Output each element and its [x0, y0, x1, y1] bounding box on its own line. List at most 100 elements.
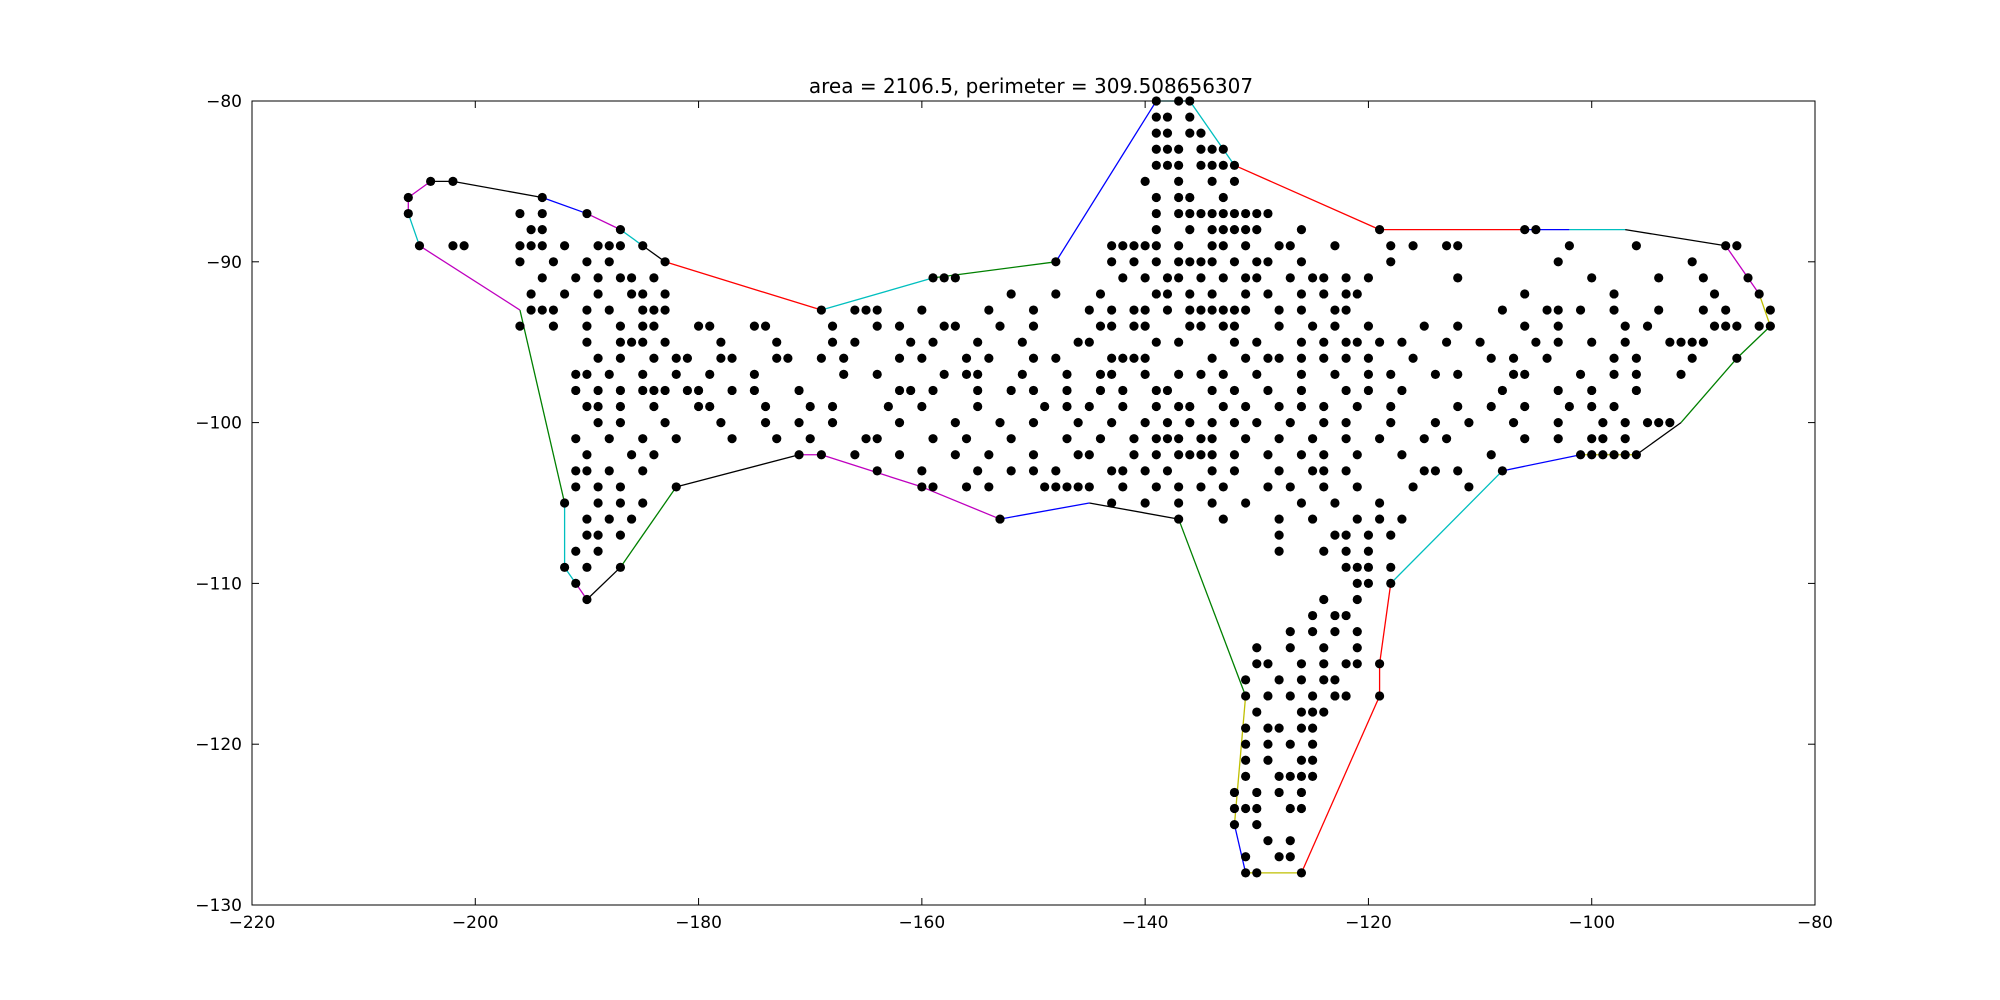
data-point — [1587, 337, 1597, 347]
data-point — [1174, 176, 1184, 186]
data-point — [727, 385, 737, 396]
data-point — [1207, 466, 1217, 476]
data-point — [693, 401, 704, 412]
data-point — [928, 482, 938, 492]
data-point — [1241, 803, 1251, 814]
data-point — [1252, 257, 1262, 267]
data-point — [1162, 385, 1173, 396]
hull-segment — [419, 245, 521, 311]
data-point — [649, 321, 659, 331]
hull-segment — [1300, 695, 1381, 874]
data-point — [1609, 450, 1619, 460]
plot-area — [403, 96, 1775, 878]
data-point — [1430, 369, 1441, 379]
data-point — [649, 450, 659, 460]
data-point — [1732, 241, 1742, 251]
data-point — [1107, 241, 1117, 251]
data-point — [1732, 321, 1742, 331]
data-point — [1285, 771, 1295, 781]
data-point — [1330, 530, 1340, 540]
hull-segment — [1189, 100, 1235, 166]
data-point — [1129, 257, 1139, 267]
data-point — [1296, 305, 1307, 315]
data-point — [1185, 321, 1195, 331]
data-point — [1162, 289, 1173, 299]
data-point — [1207, 353, 1217, 363]
data-point — [593, 546, 603, 556]
data-point — [1140, 466, 1150, 476]
hull-segment — [586, 212, 621, 231]
data-point — [1676, 337, 1686, 347]
data-point — [1051, 257, 1061, 267]
data-point — [1341, 337, 1351, 347]
data-point — [984, 353, 994, 363]
data-point — [1196, 321, 1206, 331]
data-point — [1520, 289, 1530, 299]
data-point — [1174, 208, 1184, 219]
data-point — [984, 482, 994, 492]
data-point — [1308, 627, 1318, 637]
data-point — [1218, 305, 1228, 315]
data-point — [1252, 659, 1262, 669]
data-point — [1743, 273, 1753, 283]
data-point — [1296, 257, 1307, 267]
data-point — [604, 369, 614, 379]
data-point — [1241, 675, 1251, 685]
data-point — [1374, 225, 1385, 235]
data-point — [1207, 385, 1217, 396]
data-point — [1107, 257, 1117, 267]
data-point — [1352, 401, 1362, 412]
data-point — [995, 321, 1005, 331]
data-point — [515, 208, 525, 219]
data-point — [1229, 176, 1240, 186]
data-point — [1330, 627, 1340, 637]
data-point — [1107, 418, 1117, 428]
data-point — [526, 225, 536, 235]
data-point — [571, 385, 581, 396]
hull-segment — [821, 277, 934, 311]
data-point — [1229, 820, 1240, 830]
data-point — [448, 241, 458, 251]
data-point — [1196, 482, 1206, 492]
data-point — [1140, 353, 1150, 363]
data-point — [1631, 241, 1641, 251]
data-point — [1051, 289, 1061, 299]
data-point — [1095, 289, 1106, 299]
data-point — [1028, 305, 1039, 315]
data-point — [1207, 144, 1217, 154]
data-point — [615, 225, 626, 235]
data-point — [1285, 691, 1295, 701]
data-point — [1218, 192, 1228, 203]
data-point — [1654, 418, 1664, 428]
data-point — [1263, 482, 1273, 492]
data-point — [1263, 208, 1273, 219]
data-point — [1754, 289, 1764, 299]
data-point — [1553, 434, 1563, 444]
hull-segment — [1178, 518, 1247, 697]
hull-segment — [821, 454, 923, 488]
data-point — [1308, 466, 1318, 476]
hull-segment — [1625, 228, 1726, 247]
data-point — [950, 273, 960, 283]
hull-segment — [519, 309, 566, 504]
data-point — [1352, 514, 1362, 524]
data-point — [1218, 160, 1228, 170]
data-point — [1609, 305, 1619, 315]
data-point — [1185, 305, 1195, 315]
data-point — [1196, 160, 1206, 170]
hull-segment — [619, 486, 677, 568]
data-point — [827, 401, 838, 412]
data-point — [1174, 514, 1184, 524]
data-point — [1174, 434, 1184, 444]
data-point — [727, 353, 737, 363]
data-point — [1296, 450, 1307, 460]
data-point — [1017, 337, 1027, 347]
data-point — [805, 434, 815, 444]
data-point — [1296, 401, 1307, 412]
y-tick-label: −80 — [206, 92, 242, 112]
data-point — [1575, 450, 1586, 460]
data-point — [1140, 498, 1150, 508]
data-point — [894, 418, 905, 428]
data-point — [1107, 369, 1117, 379]
data-point — [1207, 305, 1217, 315]
